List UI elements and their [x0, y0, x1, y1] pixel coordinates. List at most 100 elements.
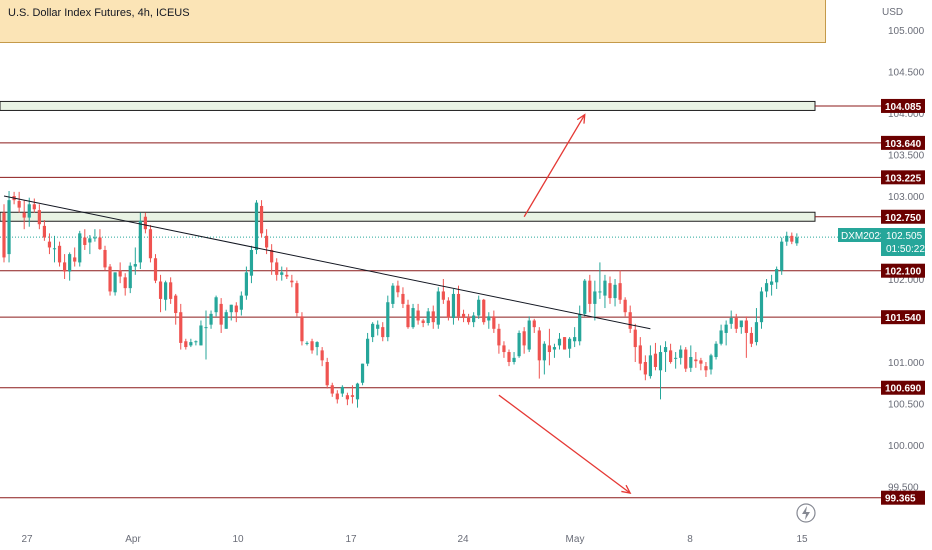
candle-body: [37, 210, 41, 225]
candle-body: [52, 248, 57, 250]
level-label-bg: [881, 98, 925, 113]
candle-body: [780, 241, 784, 271]
candle-body: [234, 305, 238, 313]
trendline[interactable]: [3, 195, 651, 330]
candle-body: [396, 285, 400, 293]
candle-body: [214, 297, 218, 313]
arrows: [498, 113, 632, 495]
candle-body: [158, 281, 163, 299]
level-label: 101.540: [885, 313, 922, 324]
candle-body: [679, 349, 683, 358]
candle-body: [744, 320, 748, 333]
candle-body: [360, 363, 365, 383]
candle-body: [633, 329, 637, 348]
candle-body: [153, 258, 158, 281]
price-tick: 103.000: [888, 192, 925, 203]
time-tick: 10: [232, 534, 244, 545]
candle-body: [764, 283, 769, 292]
candle-body: [482, 299, 486, 323]
candle-body: [285, 274, 289, 277]
candle-body: [719, 330, 723, 344]
candle-body: [350, 395, 355, 397]
candle-body: [658, 352, 663, 371]
candle-body: [487, 316, 491, 321]
candle-body: [174, 295, 178, 314]
price-tick: 102.000: [888, 275, 925, 286]
candle-body: [467, 318, 471, 323]
currency-label: USD: [882, 7, 903, 18]
candle-body: [618, 283, 622, 300]
candle-body: [749, 332, 753, 344]
candle-body: [68, 254, 72, 272]
candle-body: [310, 341, 314, 351]
candle-body: [366, 338, 370, 364]
time-tick: 24: [457, 534, 469, 545]
candle-body: [573, 337, 577, 342]
candle-body: [189, 342, 193, 346]
price-tick: 100.000: [888, 441, 925, 452]
candle-body: [724, 324, 728, 333]
candle-body: [451, 293, 456, 319]
candle-body: [113, 272, 117, 293]
candle-body: [244, 272, 248, 296]
candle-body: [381, 327, 385, 338]
zone-layer: [0, 100, 816, 222]
candle-body: [315, 342, 319, 348]
candle-body: [401, 293, 405, 304]
candle-body: [714, 343, 718, 358]
candle-body: [138, 220, 142, 263]
candle-body: [532, 320, 536, 328]
candle-body: [436, 291, 440, 325]
arrow-shaft[interactable]: [523, 114, 586, 218]
candle-body: [517, 332, 521, 357]
candle-body: [57, 245, 62, 263]
candle-body: [290, 280, 294, 283]
price-tick: 103.500: [888, 151, 925, 162]
price-zone[interactable]: [0, 100, 816, 111]
candle-body: [320, 350, 324, 361]
candle-body: [98, 237, 102, 250]
level-labels: 104.085 103.640 103.225 102.750 102.100 101.5…: [881, 98, 925, 505]
candle-body: [456, 293, 461, 317]
level-label: 100.690: [885, 384, 922, 395]
level-label: 103.640: [885, 139, 922, 150]
candle-body: [83, 237, 87, 245]
level-label: 104.085: [885, 102, 922, 113]
candle-body: [431, 311, 435, 323]
candle-body: [194, 341, 198, 343]
candle-body: [441, 291, 445, 300]
candle-body: [355, 383, 360, 400]
candle-body: [73, 257, 77, 262]
candle-body: [795, 237, 799, 244]
candle-body: [22, 212, 26, 218]
time-tick: 17: [345, 534, 357, 545]
candle-body: [648, 355, 652, 377]
candle-body: [709, 355, 713, 370]
candle-body: [785, 235, 789, 242]
candle-body: [164, 282, 168, 300]
candle-body: [603, 280, 607, 296]
candle-body: [27, 204, 31, 218]
candle-body: [507, 352, 511, 362]
candle-body: [376, 324, 380, 329]
candle-body: [7, 200, 11, 255]
candle-body: [325, 362, 329, 386]
candle-body: [684, 349, 688, 369]
time-tick: 8: [687, 534, 693, 545]
candle-body: [406, 304, 410, 328]
level-label: 103.225: [885, 173, 922, 184]
candle-body: [386, 302, 390, 338]
candle-body: [588, 280, 592, 304]
level-label-bg: [881, 490, 925, 505]
candle-body: [593, 291, 597, 304]
candle-body: [295, 283, 299, 314]
candle-body: [598, 291, 602, 293]
candle-body: [446, 300, 450, 318]
arrow-shaft[interactable]: [498, 394, 631, 494]
price-tick: 104.500: [888, 68, 925, 79]
candle-body: [209, 313, 213, 325]
level-label-bg: [881, 135, 925, 150]
candle-body: [557, 338, 562, 346]
lightning-icon[interactable]: [796, 503, 816, 523]
